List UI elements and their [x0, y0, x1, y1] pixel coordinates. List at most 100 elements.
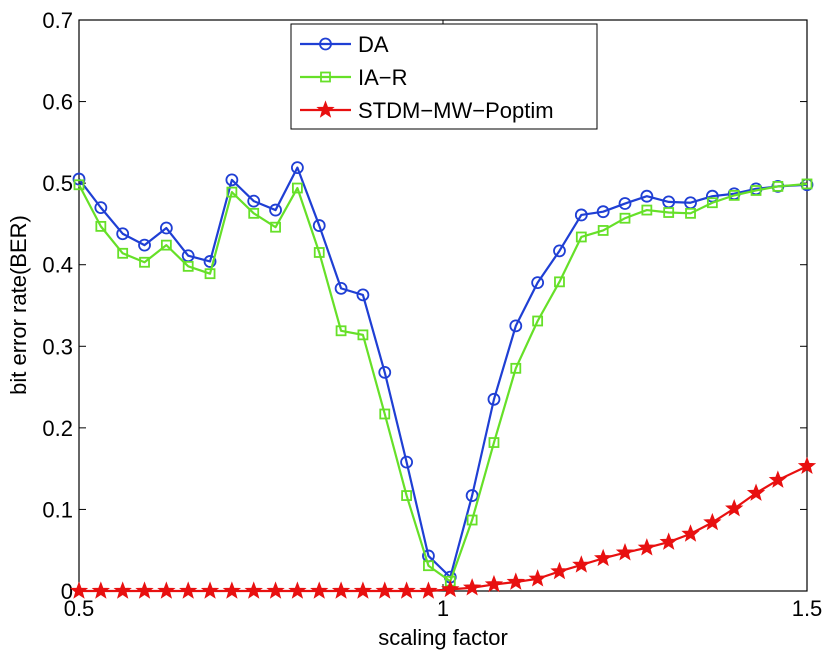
data-point: [510, 362, 522, 374]
data-point: [663, 207, 675, 218]
data-point: [553, 244, 566, 258]
legend-marker: [316, 100, 335, 118]
data-point: [574, 208, 588, 222]
data-point: [725, 498, 744, 517]
data-point: [310, 581, 329, 599]
data-point: [335, 325, 347, 337]
data-point: [772, 181, 784, 192]
data-point: [160, 239, 172, 251]
y-tick-label: 0.5: [42, 171, 73, 196]
y-tick-label: 0.4: [42, 253, 73, 278]
data-point: [73, 179, 85, 191]
data-point: [465, 489, 479, 502]
data-point: [353, 581, 373, 599]
legend-marker: [319, 37, 332, 51]
data-point: [226, 186, 238, 198]
series-3: [69, 456, 817, 599]
series-layer: [69, 161, 817, 599]
data-point: [138, 238, 151, 252]
data-point: [91, 581, 110, 599]
data-point: [139, 256, 150, 268]
data-point: [117, 247, 129, 259]
data-point: [659, 532, 678, 550]
data-point: [554, 276, 565, 288]
data-point: [313, 247, 325, 258]
data-point: [200, 581, 220, 599]
data-point: [441, 579, 460, 598]
data-point: [116, 227, 130, 241]
data-point: [331, 581, 351, 599]
data-point: [203, 255, 217, 268]
series-line: [78, 166, 808, 579]
data-point: [401, 490, 413, 501]
data-point: [356, 288, 370, 302]
series-2: [73, 178, 813, 587]
data-point: [506, 572, 525, 590]
data-point: [179, 581, 198, 599]
data-point: [619, 212, 631, 224]
data-point: [290, 161, 304, 175]
data-point: [182, 260, 194, 272]
data-point: [531, 276, 545, 290]
data-point: [379, 408, 391, 420]
data-point: [488, 437, 500, 448]
data-point: [797, 456, 817, 474]
data-point: [247, 194, 261, 208]
legend: DA IA−R STDM−MW−Poptim: [290, 23, 598, 130]
data-point: [466, 514, 478, 526]
data-point: [357, 329, 369, 341]
data-point: [528, 569, 547, 587]
data-point: [509, 319, 523, 333]
data-point: [69, 581, 89, 599]
legend-label: STDM−MW−Poptim: [358, 98, 554, 123]
data-point: [248, 207, 260, 219]
data-point: [266, 581, 285, 599]
x-tick-label: 0.5: [64, 596, 95, 621]
data-point: [419, 581, 438, 599]
data-point: [618, 197, 632, 210]
data-point: [225, 173, 239, 187]
data-point: [291, 182, 303, 194]
y-tick-label: 0.3: [42, 334, 73, 359]
data-point: [594, 548, 613, 567]
data-point: [159, 221, 173, 235]
data-point: [750, 185, 762, 196]
data-point: [703, 512, 722, 531]
data-point: [640, 189, 654, 203]
data-point: [484, 574, 504, 593]
data-point: [532, 315, 544, 327]
legend-label: IA−R: [358, 65, 408, 90]
data-point: [378, 365, 392, 379]
x-axis-label: scaling factor: [378, 625, 508, 650]
data-point: [94, 201, 108, 215]
y-tick-label: 0.7: [42, 8, 73, 33]
data-point: [641, 204, 653, 216]
data-point: [375, 581, 394, 599]
data-point: [222, 581, 242, 599]
y-tick-label: 0: [61, 579, 73, 604]
data-point: [706, 197, 718, 209]
x-tick-label: 1.5: [792, 596, 823, 621]
data-point: [113, 581, 132, 599]
data-point: [244, 581, 263, 599]
data-point: [685, 207, 696, 219]
data-point: [768, 470, 788, 488]
data-point: [572, 555, 591, 573]
data-point: [728, 189, 740, 201]
y-tick-label: 0.6: [42, 90, 73, 115]
y-axis-label: bit error rate(BER): [6, 215, 31, 395]
data-point: [157, 581, 176, 599]
data-point: [400, 455, 414, 469]
data-point: [135, 581, 154, 599]
x-tick-label: 1: [437, 596, 449, 621]
data-point: [746, 483, 766, 501]
data-point: [423, 560, 434, 572]
data-point: [204, 268, 216, 280]
data-point: [550, 561, 569, 580]
data-point: [575, 231, 587, 243]
data-point: [597, 225, 609, 236]
data-point: [334, 281, 348, 295]
series-line: [79, 465, 808, 593]
data-point: [312, 219, 326, 232]
